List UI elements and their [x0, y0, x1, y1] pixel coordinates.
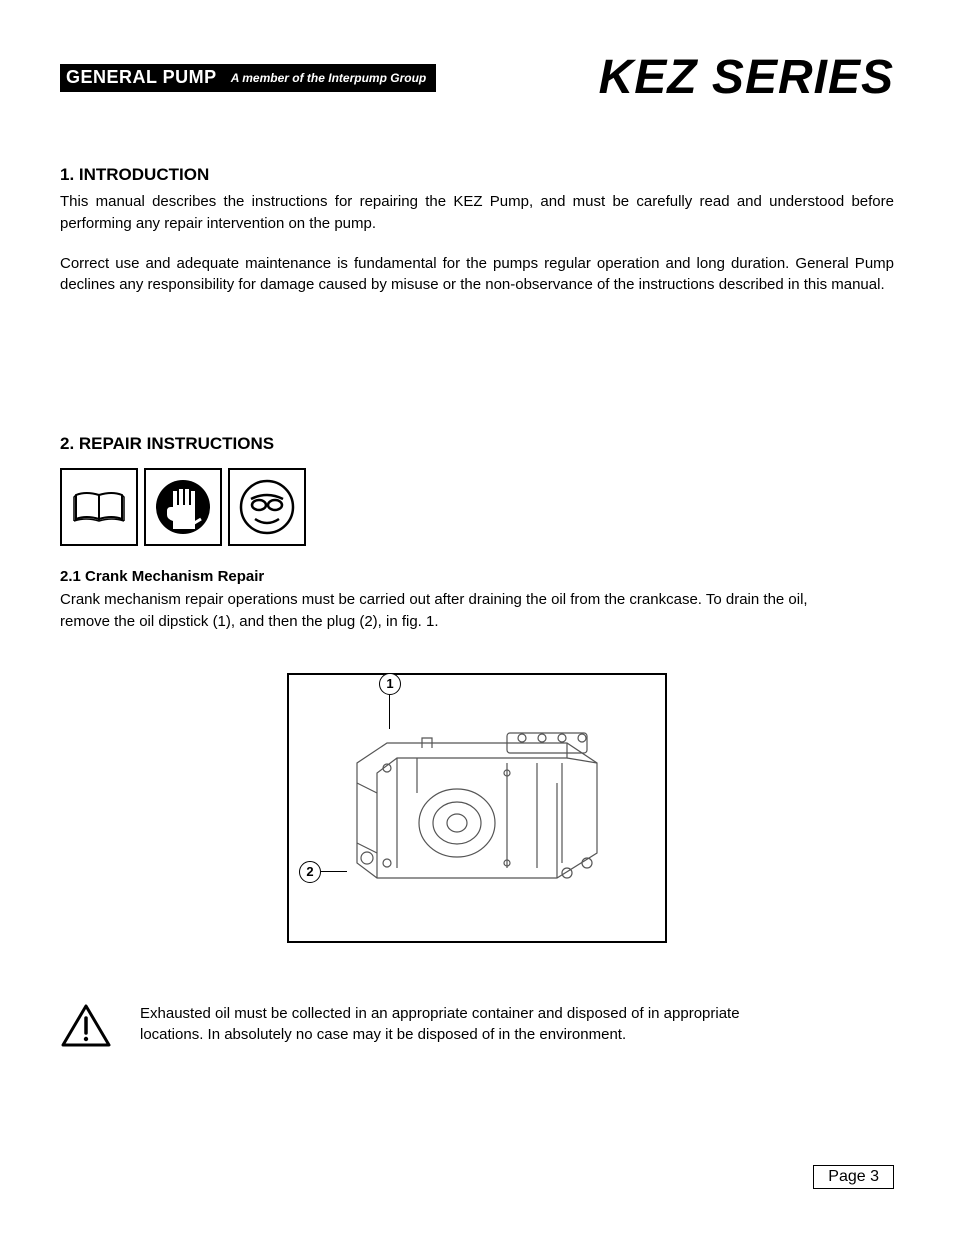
section-introduction: 1. INTRODUCTION This manual describes th… [60, 165, 894, 296]
intro-paragraph-1: This manual describes the instructions f… [60, 191, 894, 235]
warning-text: Exhausted oil must be collected in an ap… [140, 1003, 780, 1047]
series-title: KEZ SERIES [599, 50, 894, 105]
section-2-heading: 2. REPAIR INSTRUCTIONS [60, 434, 894, 454]
figure-callout-2-line [321, 871, 347, 872]
brand-bar: GENERAL PUMP A member of the Interpump G… [60, 64, 436, 92]
safety-icon-row [60, 468, 894, 546]
subsection-2-1-heading: 2.1 Crank Mechanism Repair [60, 568, 894, 585]
page-header: GENERAL PUMP A member of the Interpump G… [60, 50, 894, 105]
section-1-heading: 1. INTRODUCTION [60, 165, 894, 185]
figure-callout-1: 1 [379, 673, 401, 695]
section-repair-instructions: 2. REPAIR INSTRUCTIONS [60, 434, 894, 1049]
goggles-icon [228, 468, 306, 546]
intro-paragraph-2: Correct use and adequate maintenance is … [60, 253, 894, 297]
subsection-2-1-text: Crank mechanism repair operations must b… [60, 589, 820, 633]
page-number: Page 3 [813, 1165, 894, 1189]
brand-tagline: A member of the Interpump Group [231, 71, 427, 85]
warning-icon [60, 1003, 112, 1049]
figure-1: 1 2 [287, 673, 667, 943]
gloves-icon [144, 468, 222, 546]
pump-diagram [307, 693, 647, 923]
brand-name: GENERAL PUMP [66, 67, 217, 88]
warning-block: Exhausted oil must be collected in an ap… [60, 1003, 894, 1049]
figure-callout-1-line [389, 695, 390, 729]
manual-icon [60, 468, 138, 546]
figure-callout-2: 2 [299, 861, 321, 883]
